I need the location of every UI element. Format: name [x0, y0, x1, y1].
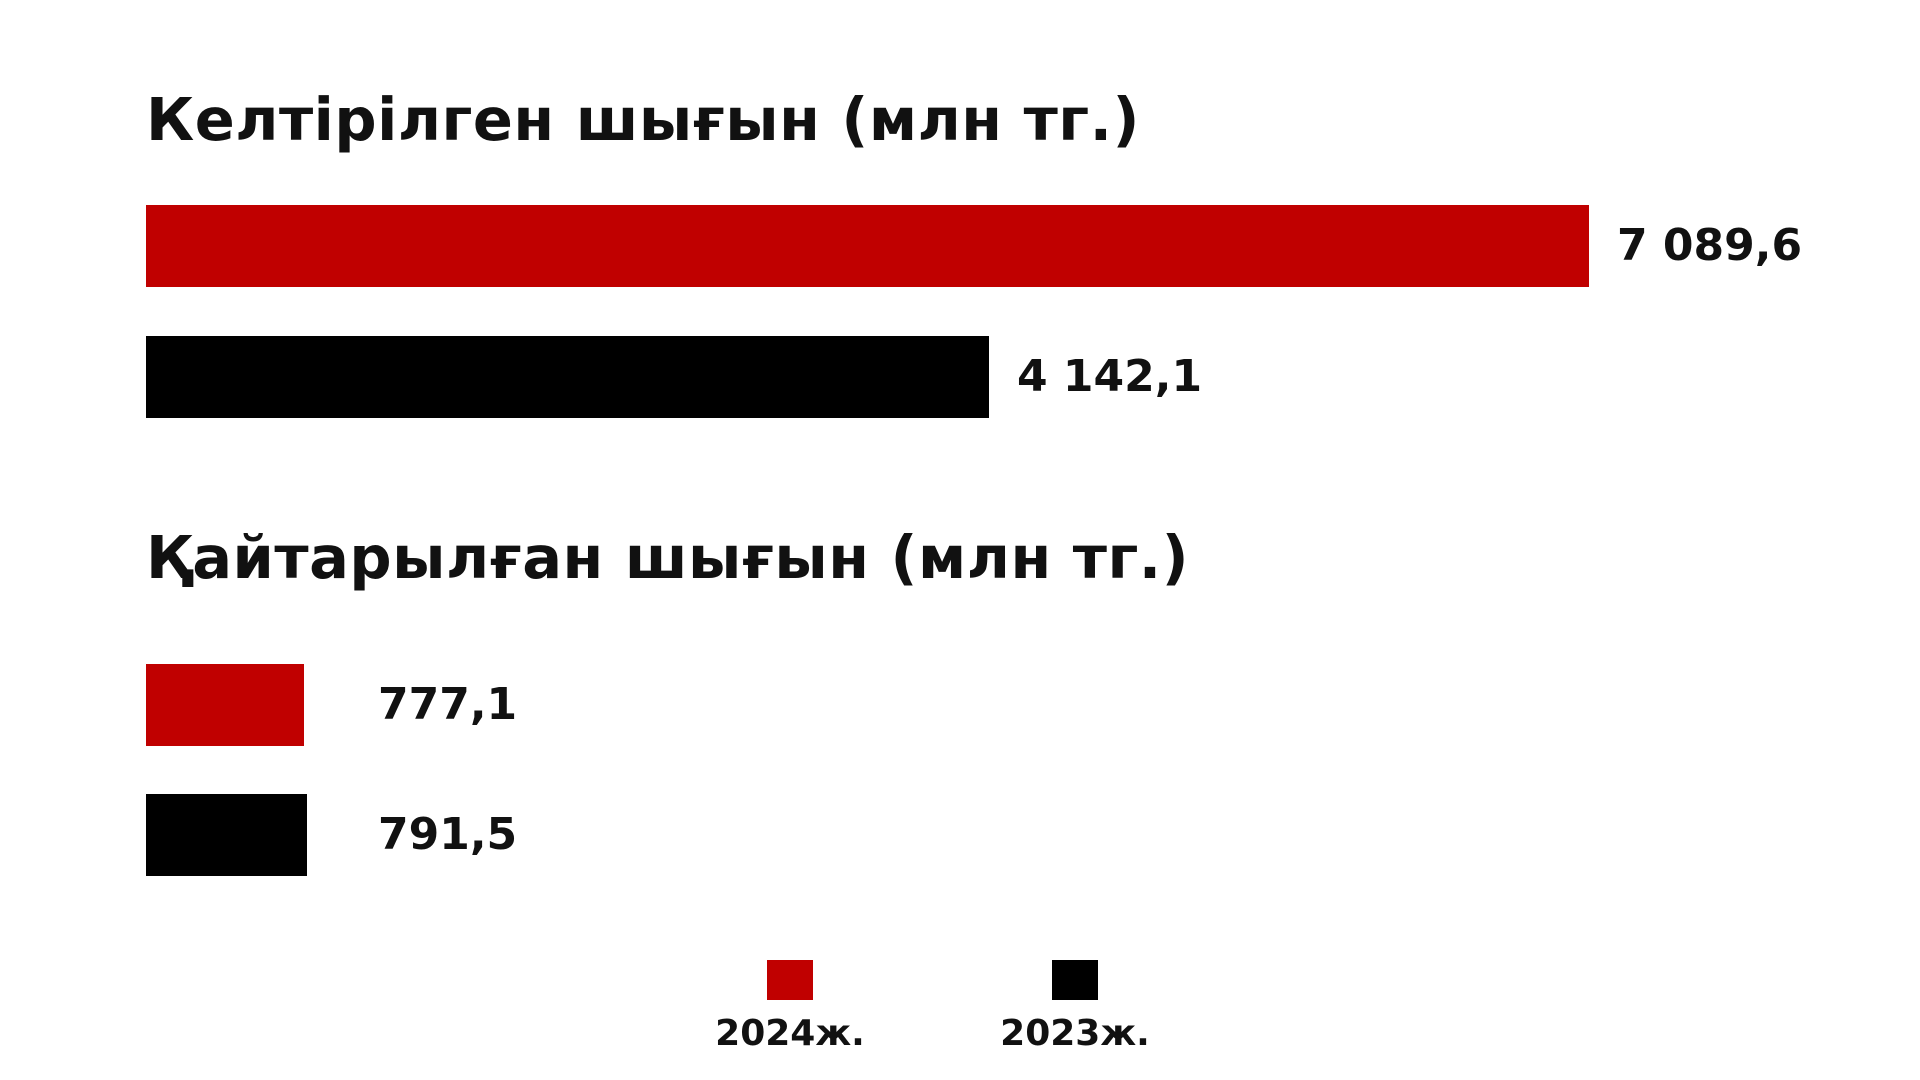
chart-title-damage-recovered: Қайтарылған шығын (млн тг.) — [146, 523, 1190, 592]
chart-legend: 2024ж. 2023ж. — [0, 960, 1920, 1060]
legend-swatch-2024 — [767, 960, 813, 1000]
legend-label-2023: 2023ж. — [1000, 1013, 1150, 1054]
bar-chart1-0 — [146, 664, 304, 746]
legend-label-2024: 2024ж. — [715, 1013, 865, 1054]
bar-value-label-chart1-1: 791,5 — [378, 809, 518, 860]
bar-chart0-1 — [146, 336, 989, 418]
bar-value-label-chart0-1: 4 142,1 — [1017, 351, 1203, 402]
chart-title-damage-caused: Келтірілген шығын (млн тг.) — [146, 85, 1141, 154]
legend-item-2023: 2023ж. — [975, 960, 1175, 1052]
legend-item-2024: 2024ж. — [690, 960, 890, 1052]
bar-chart0-0 — [146, 205, 1589, 287]
bar-value-label-chart1-0: 777,1 — [378, 679, 518, 730]
bar-value-label-chart0-0: 7 089,6 — [1617, 220, 1803, 271]
bar-chart1-1 — [146, 794, 307, 876]
legend-swatch-2023 — [1052, 960, 1098, 1000]
